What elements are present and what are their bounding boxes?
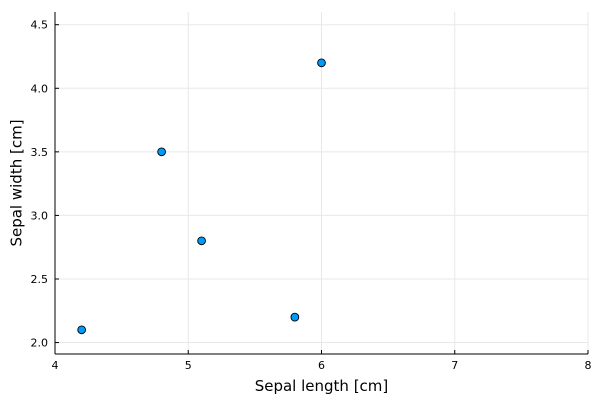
y-tick-label: 4.5 [31, 19, 49, 32]
data-point [157, 147, 166, 157]
y-tick-label: 4.0 [31, 82, 49, 95]
ticks: 4 5 6 7 8 2.0 2.5 3.0 3.5 4.0 4.5 [31, 19, 592, 372]
y-tick-label: 2.0 [31, 337, 49, 350]
y-tick-label: 3.0 [31, 209, 49, 222]
y-tick-label: 3.5 [31, 146, 49, 159]
x-tick-label: 6 [318, 359, 325, 372]
y-axis-title: Sepal width [cm] [8, 119, 26, 246]
grid [54, 12, 589, 354]
x-tick-label: 7 [451, 359, 458, 372]
y-tick-label: 2.5 [31, 273, 49, 286]
data-points [77, 58, 326, 335]
x-tick-label: 4 [52, 359, 59, 372]
data-point [317, 58, 326, 68]
x-axis-title: Sepal length [cm] [255, 377, 389, 395]
data-point [77, 325, 87, 335]
x-tick-label: 8 [585, 359, 592, 372]
data-point [290, 312, 300, 322]
data-point [197, 236, 206, 246]
x-tick-label: 5 [185, 359, 192, 372]
